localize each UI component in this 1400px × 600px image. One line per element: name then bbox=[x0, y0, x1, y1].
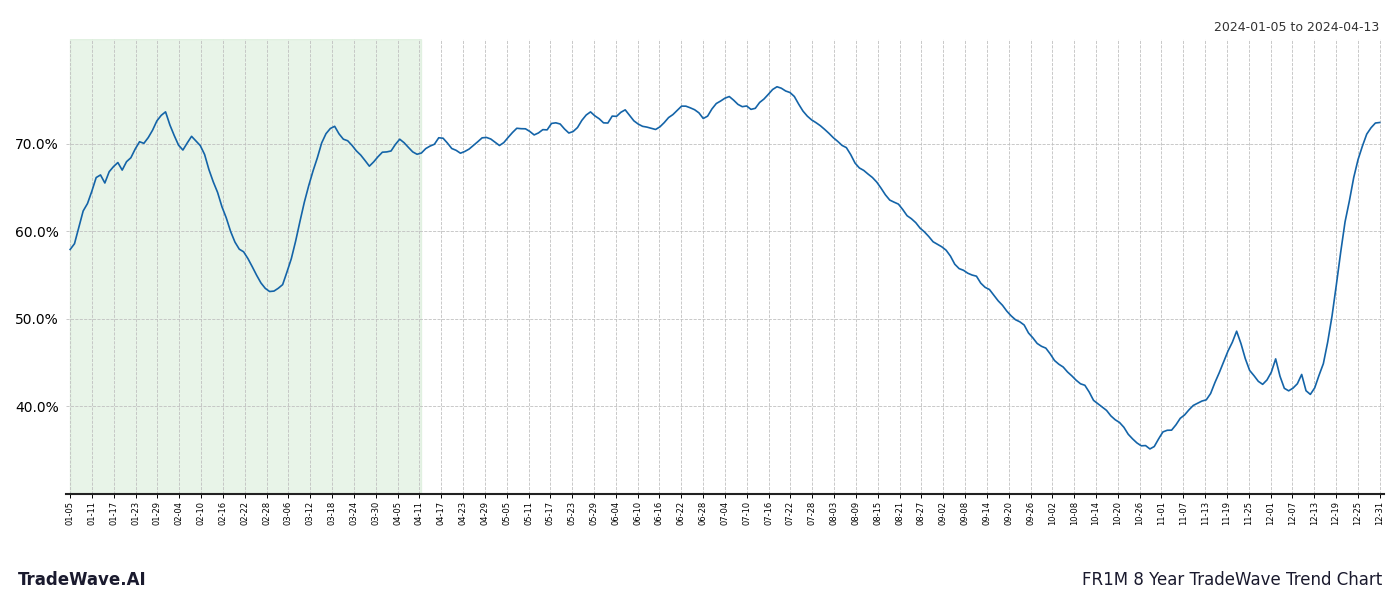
Text: FR1M 8 Year TradeWave Trend Chart: FR1M 8 Year TradeWave Trend Chart bbox=[1082, 571, 1382, 589]
Text: 2024-01-05 to 2024-04-13: 2024-01-05 to 2024-04-13 bbox=[1214, 21, 1379, 34]
Bar bbox=[70, 39, 421, 494]
Text: TradeWave.AI: TradeWave.AI bbox=[18, 571, 147, 589]
